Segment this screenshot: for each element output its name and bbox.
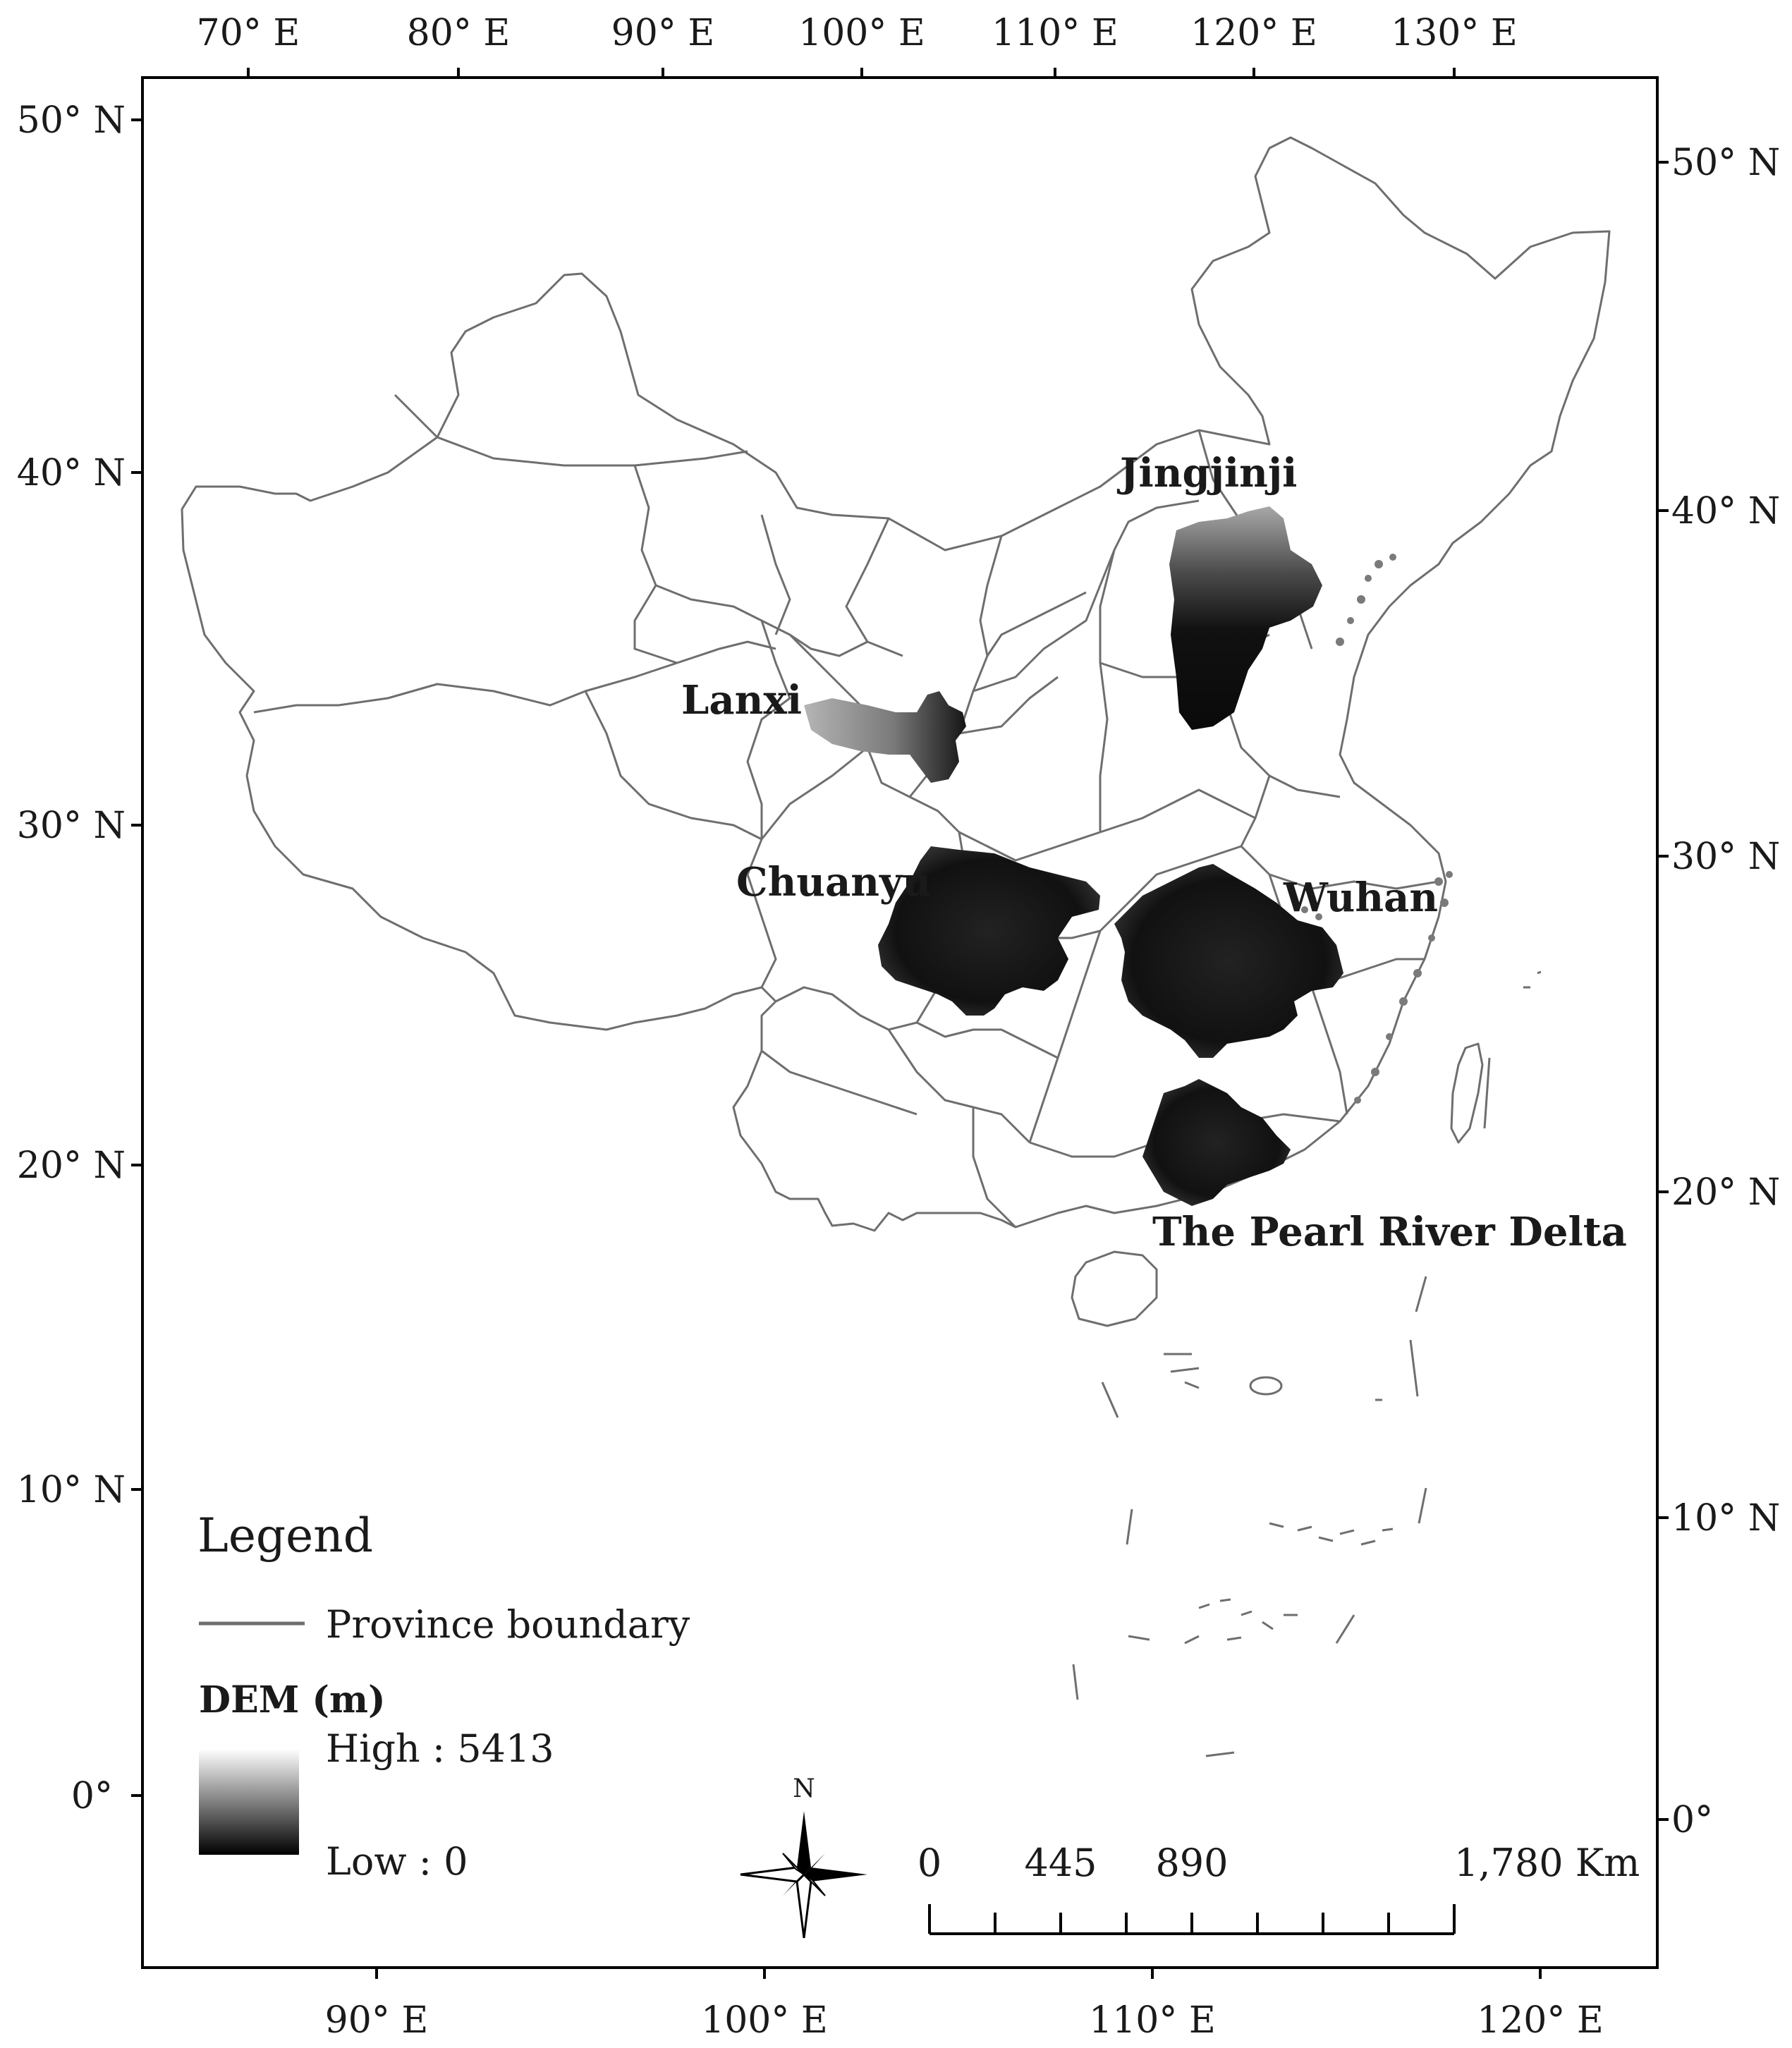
left-axis-label: 50° N: [17, 99, 126, 142]
top-axis-label: 130° E: [1391, 12, 1518, 54]
dem-color-ramp: [199, 1749, 299, 1855]
north-arrow: N: [740, 1774, 867, 1939]
right-axis-label: 30° N: [1671, 836, 1780, 878]
coastline-detail: [1301, 554, 1453, 1104]
region-label-pearl-river-delta: The Pearl River Delta: [1152, 1209, 1627, 1255]
scale-label: 445: [1024, 1841, 1097, 1885]
region-chuanyu-dem: [878, 846, 1100, 1016]
left-axis-label: 30° N: [17, 805, 126, 847]
right-axis-label: 50° N: [1671, 142, 1780, 184]
top-axis-label: 80° E: [407, 12, 511, 54]
taiwan-island: [1450, 1042, 1484, 1144]
region-label-wuhan: Wuhan: [1283, 874, 1438, 921]
region-label-jingjinji: Jingjinji: [1116, 450, 1297, 496]
legend: Legend Province boundary DEM (m) High : …: [197, 1508, 690, 1884]
bottom-axis-label: 90° E: [325, 1999, 429, 2042]
bottom-axis-label: 120° E: [1477, 1999, 1604, 2042]
region-wuhan-dem: [1114, 864, 1343, 1058]
hainan-island: [1071, 1250, 1158, 1327]
top-axis-label: 90° E: [611, 12, 715, 54]
region-label-chuanyu: Chuanyu: [736, 859, 931, 906]
province-boundary-label: Province boundary: [326, 1602, 690, 1647]
left-axis-label: 10° N: [17, 1469, 126, 1511]
region-lanxi-dem: [804, 691, 966, 783]
top-axis-label: 120° E: [1190, 12, 1317, 54]
right-axis-label: 0°: [1671, 1799, 1713, 1841]
dem-legend-title: DEM (m): [199, 1678, 386, 1721]
region-label-lanxi: Lanxi: [681, 677, 802, 724]
south-china-sea-islands: [1072, 970, 1542, 1757]
top-axis-label: 110° E: [992, 12, 1119, 54]
scale-label: 890: [1155, 1841, 1228, 1885]
right-axis-label: 40° N: [1671, 490, 1780, 532]
china-outline: [181, 136, 1611, 1232]
bottom-axis-label: 100° E: [701, 1999, 828, 2042]
dem-low-label: Low : 0: [326, 1839, 468, 1884]
dem-regions: [804, 506, 1343, 1206]
top-axis-label: 70° E: [197, 12, 300, 54]
top-axis-label: 100° E: [798, 12, 925, 54]
legend-title: Legend: [197, 1508, 373, 1563]
right-axis-label: 20° N: [1671, 1171, 1780, 1214]
scale-label: 1,780 Km: [1454, 1841, 1640, 1885]
north-arrow-label: N: [793, 1774, 815, 1803]
region-pearl-river-delta-dem: [1142, 1079, 1291, 1206]
dem-high-label: High : 5413: [326, 1726, 554, 1771]
region-jingjinji-dem: [1169, 506, 1322, 730]
right-axis-label: 10° N: [1671, 1497, 1780, 1540]
left-axis-label: 40° N: [17, 452, 126, 494]
scale-bar: 0 445 890 1,780 Km: [918, 1841, 1640, 1935]
left-axis-label: 20° N: [17, 1145, 126, 1187]
bottom-axis-label: 110° E: [1089, 1999, 1216, 2042]
left-axis-label: 0°: [71, 1775, 113, 1817]
scale-label: 0: [918, 1841, 941, 1885]
map-frame: [141, 76, 1659, 1969]
graticule-ticks: [131, 68, 1669, 1979]
